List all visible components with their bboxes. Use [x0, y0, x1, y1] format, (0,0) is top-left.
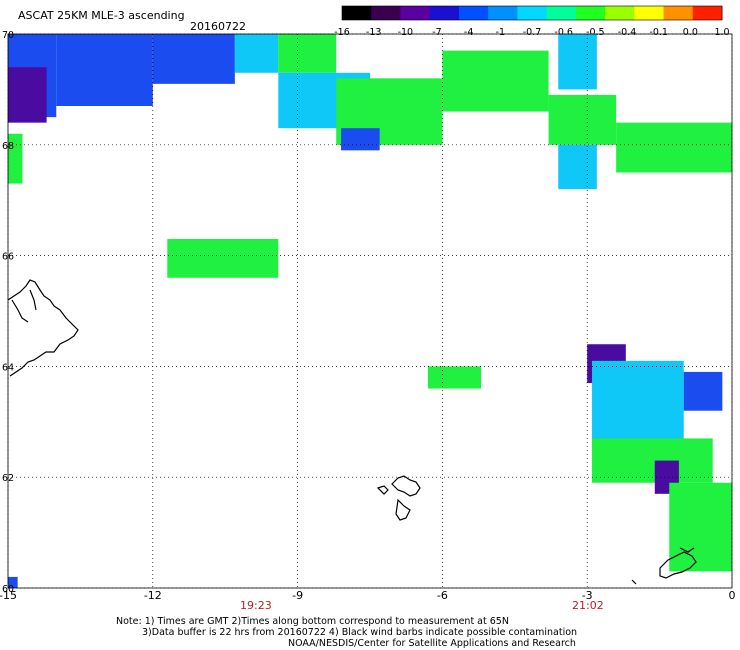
- colorbar-label: 1.0: [714, 27, 729, 38]
- map-frame: [7, 33, 733, 589]
- graticule: [7, 33, 733, 589]
- colorbar-segment: [634, 6, 665, 20]
- wind-cell: [548, 94, 617, 145]
- colorbar-segment: [342, 6, 372, 20]
- colorbar-label: -0.5: [586, 27, 605, 38]
- coastline-shetland: [631, 547, 697, 585]
- colorbar-label: -13: [366, 27, 382, 38]
- colorbar-label: -0.4: [618, 27, 637, 38]
- wind-cell: [152, 34, 235, 84]
- x-tick-label: -9: [292, 589, 303, 602]
- y-tick-label: 60: [2, 584, 14, 595]
- wind-cell: [56, 34, 153, 107]
- wind-cell: [8, 133, 23, 184]
- wind-cell: [8, 67, 47, 123]
- colorbar-segment: [663, 6, 694, 20]
- map-title: ASCAT 25KM MLE-3 ascending: [18, 9, 185, 22]
- colorbar-segment: [605, 6, 635, 20]
- colorbar-segment: [692, 6, 723, 20]
- wind-cell: [558, 144, 597, 190]
- colorbar-frame: [341, 5, 723, 21]
- coastline-iceland: [7, 279, 79, 377]
- note-line-2: 3)Data buffer is 22 hrs from 20160722 4)…: [142, 627, 577, 638]
- colorbar-segment: [488, 6, 518, 20]
- y-tick-label: 64: [2, 362, 14, 373]
- wind-cell: [167, 238, 279, 278]
- colorbar-label: 0.0: [683, 27, 698, 38]
- x-tick-label: -3: [582, 589, 593, 602]
- colorbar: [341, 5, 723, 21]
- colorbar-segment: [429, 6, 460, 20]
- colorbar-label: -4: [464, 27, 473, 38]
- wind-cell: [427, 366, 482, 389]
- wind-cell: [442, 50, 549, 112]
- wind-cell: [234, 34, 279, 73]
- y-tick-label: 68: [2, 141, 14, 152]
- coastline-faroe-islands: [376, 475, 421, 521]
- y-tick-label: 66: [2, 252, 14, 263]
- x-axis-labels: -15 -12 -9 -6 -3 0: [0, 589, 736, 602]
- colorbar-segment: [458, 6, 489, 20]
- colorbar-label: -0.1: [649, 27, 668, 38]
- colorbar-label: -16: [334, 27, 350, 38]
- y-tick-label: 62: [2, 473, 14, 484]
- x-tick-label: 0: [729, 589, 736, 602]
- time-label-1: 19:23: [240, 599, 272, 612]
- wind-cell: [592, 438, 713, 483]
- colorbar-segment: [575, 6, 606, 20]
- colorbar-label: -0.6: [554, 27, 573, 38]
- colorbar-label: -0.7: [523, 27, 542, 38]
- colorbar-segment: [517, 6, 548, 20]
- wind-cell: [669, 482, 732, 572]
- wind-cell: [341, 128, 380, 151]
- y-axis-labels: 70 68 66 64 62 60: [2, 30, 14, 595]
- note-line-3: NOAA/NESDIS/Center for Satellite Applica…: [288, 638, 576, 649]
- map-date: 20160722: [190, 20, 246, 33]
- data-cells: [8, 34, 732, 588]
- colorbar-segment: [371, 6, 401, 20]
- colorbar-segment: [546, 6, 577, 20]
- x-tick-label: -12: [144, 589, 162, 602]
- x-tick-label: -15: [0, 589, 17, 602]
- colorbar-segment: [400, 6, 431, 20]
- wind-cell: [683, 371, 723, 411]
- wind-cell: [8, 576, 18, 588]
- y-tick-label: 70: [2, 30, 14, 41]
- x-tick-label: -6: [437, 589, 448, 602]
- time-label-2: 21:02: [572, 599, 604, 612]
- wind-cell: [278, 34, 337, 73]
- colorbar-label: -10: [398, 27, 414, 38]
- colorbar-label: -7: [432, 27, 441, 38]
- wind-cell: [592, 360, 684, 450]
- note-line-1: Note: 1) Times are GMT 2)Times along bot…: [116, 616, 509, 627]
- colorbar-label: -1: [496, 27, 505, 38]
- colorbar-labels: -16 -13 -10 -7 -4 -1 -0.7 -0.6 -0.5 -0.4 -0.1 0.0 1.…: [334, 27, 729, 38]
- wind-cell: [558, 34, 597, 90]
- wind-cell: [616, 122, 732, 173]
